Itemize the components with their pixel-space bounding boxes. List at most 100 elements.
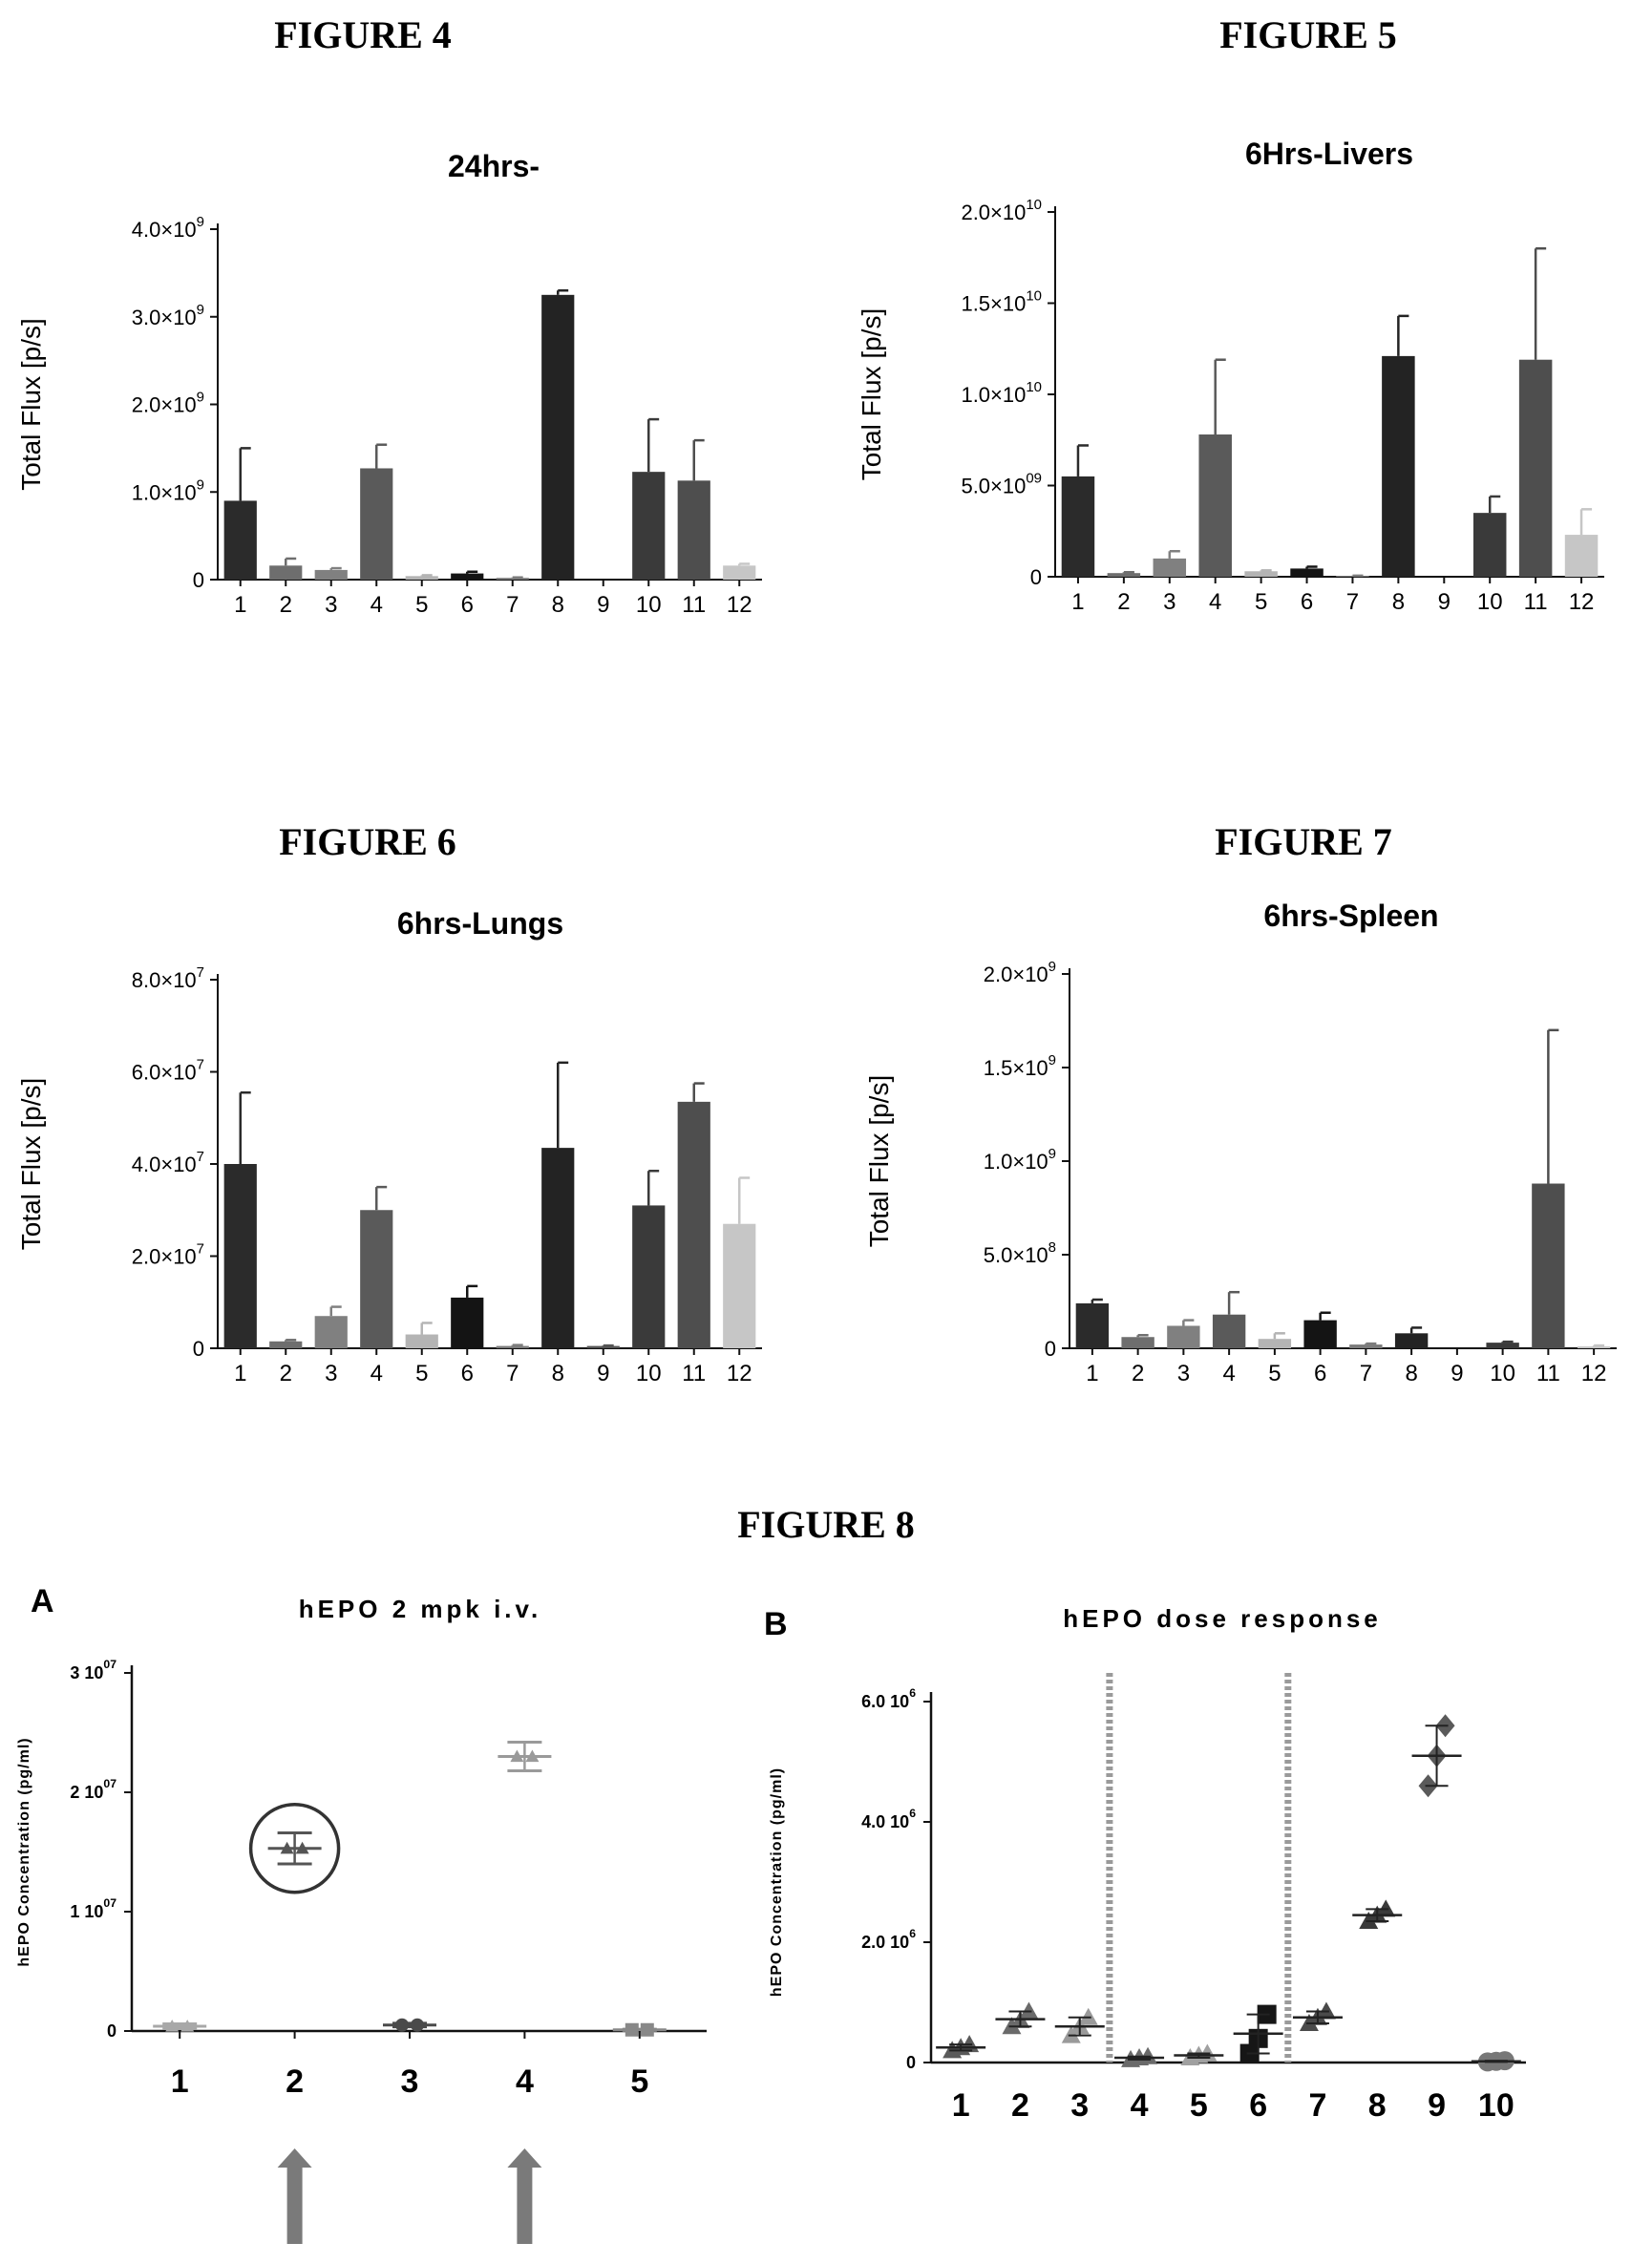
- x-tick-label-7: 7: [506, 592, 519, 618]
- x-tick-label-11: 11: [1524, 589, 1548, 615]
- bar-3: [1153, 558, 1187, 577]
- y-axis-label: Total Flux [p/s]: [16, 318, 46, 491]
- x-tick-label-7: 7: [506, 1361, 519, 1386]
- x-tick-label-2: 2: [1132, 1361, 1144, 1386]
- y-tick-label: 1.5×1010: [961, 288, 1042, 316]
- y-tick-label-exp: 8: [1048, 1239, 1056, 1256]
- x-tick-label-9: 9: [1428, 2087, 1446, 2124]
- y-tick-label: 5.0×1009: [961, 471, 1042, 498]
- bar-6: [1290, 568, 1324, 577]
- bar-6: [451, 1297, 484, 1348]
- bar-9: [586, 1345, 620, 1348]
- x-tick-label-3: 3: [401, 2063, 419, 2100]
- y-tick-label: 0: [107, 2021, 116, 2041]
- chart-title: hEPO 2 mpk i.v.: [299, 1595, 542, 1623]
- y-tick-label-base: 6.0 10: [861, 1692, 909, 1711]
- x-tick-label-4: 4: [371, 1361, 383, 1386]
- bar-11: [1518, 359, 1553, 577]
- y-tick-label: 6.0 106: [861, 1686, 916, 1711]
- bar-2: [269, 565, 303, 580]
- bar-5: [1244, 571, 1278, 577]
- x-tick-label-12: 12: [727, 592, 752, 618]
- y-tick-label-base: 8.0×10: [132, 968, 197, 992]
- x-tick-label-1: 1: [234, 1361, 246, 1386]
- x-tick-label-6: 6: [1249, 2087, 1267, 2124]
- y-tick-label: 0: [193, 568, 204, 592]
- y-tick-label-base: 0: [193, 568, 204, 592]
- bar-4: [1212, 1314, 1246, 1348]
- chart-title: 6Hrs-Livers: [1245, 137, 1413, 171]
- bar-2: [1121, 1337, 1154, 1348]
- fig4-title: FIGURE 4: [274, 13, 452, 56]
- x-tick-label-10: 10: [1490, 1361, 1515, 1386]
- x-tick-label-5: 5: [415, 1361, 428, 1386]
- x-tick-label-11: 11: [682, 1361, 706, 1386]
- y-tick-label: 1 1007: [70, 1896, 116, 1921]
- x-tick-label-4: 4: [516, 2063, 534, 2100]
- fig7-title: FIGURE 7: [1215, 820, 1392, 863]
- bar-4: [360, 468, 393, 580]
- y-tick-label: 0: [906, 2053, 916, 2072]
- x-tick-label-5: 5: [415, 592, 428, 618]
- bar-5: [405, 1334, 438, 1348]
- y-tick-label-base: 4.0 10: [861, 1812, 909, 1831]
- y-tick-label-base: 2.0×10: [132, 1245, 197, 1269]
- y-tick-label-base: 0: [193, 1337, 204, 1361]
- x-tick-label-12: 12: [727, 1361, 752, 1386]
- x-tick-label-7: 7: [1346, 589, 1359, 615]
- bar-11: [677, 1101, 710, 1348]
- x-tick-label-9: 9: [1438, 589, 1451, 615]
- x-tick-label-4: 4: [371, 592, 383, 618]
- bar-7: [496, 578, 529, 580]
- bar-8: [1382, 355, 1415, 577]
- y-axis-label: hEPO Concentration (pg/ml): [16, 1737, 32, 1966]
- bar-3: [1167, 1325, 1200, 1348]
- x-tick-label-2: 2: [280, 592, 292, 618]
- x-tick-label-3: 3: [325, 1361, 337, 1386]
- y-tick-label-exp: 7: [197, 1241, 204, 1258]
- x-tick-label-6: 6: [1314, 1361, 1326, 1386]
- y-tick-label-exp: 6: [909, 1807, 916, 1820]
- x-tick-label-10: 10: [636, 592, 662, 618]
- bar-10: [632, 472, 666, 580]
- y-tick-label: 2 1007: [70, 1777, 116, 1802]
- y-tick-label-exp: 07: [103, 1658, 116, 1671]
- x-tick-label-6: 6: [461, 1361, 474, 1386]
- x-tick-label-2: 2: [1117, 589, 1130, 615]
- y-tick-label-base: 5.0×10: [961, 475, 1026, 498]
- y-tick-label: 6.0×107: [132, 1057, 204, 1085]
- x-tick-label-3: 3: [1070, 2087, 1089, 2124]
- x-tick-label-5: 5: [1268, 1361, 1281, 1386]
- panel-label-a: A: [31, 1583, 54, 1619]
- chart-title: 24hrs-: [448, 149, 540, 183]
- y-tick-label-base: 6.0×10: [132, 1061, 197, 1085]
- y-tick-label-exp: 7: [197, 964, 204, 981]
- y-tick-label-base: 2.0×10: [132, 393, 197, 417]
- x-tick-label-10: 10: [1478, 2087, 1514, 2124]
- bar-1: [1075, 1302, 1110, 1348]
- y-tick-label: 2.0×107: [132, 1241, 204, 1269]
- panel-label-b: B: [764, 1606, 788, 1642]
- x-tick-label-12: 12: [1569, 589, 1595, 615]
- y-tick-label-base: 1 10: [70, 1902, 103, 1921]
- x-tick-label-3: 3: [1177, 1361, 1190, 1386]
- x-tick-label-1: 1: [1071, 589, 1084, 615]
- x-tick-label-9: 9: [597, 592, 609, 618]
- y-tick-label: 4.0×107: [132, 1149, 204, 1176]
- bar-12: [1564, 535, 1599, 577]
- y-tick-label: 1.0×109: [984, 1146, 1056, 1174]
- x-tick-label-1: 1: [952, 2087, 970, 2124]
- bar-8: [541, 294, 575, 580]
- y-tick-label-base: 3.0×10: [132, 306, 197, 329]
- x-tick-label-4: 4: [1209, 589, 1221, 615]
- y-tick-label-exp: 9: [1048, 1146, 1056, 1162]
- highlight-circle: [248, 1803, 341, 1894]
- y-tick-label-base: 3 10: [70, 1663, 103, 1682]
- y-tick-label-exp: 09: [1026, 471, 1042, 487]
- y-tick-label-base: 2.0 10: [861, 1933, 909, 1952]
- bar-8: [1394, 1333, 1429, 1348]
- y-tick-label-base: 2 10: [70, 1783, 103, 1802]
- y-axis-label: Total Flux [p/s]: [864, 1075, 894, 1248]
